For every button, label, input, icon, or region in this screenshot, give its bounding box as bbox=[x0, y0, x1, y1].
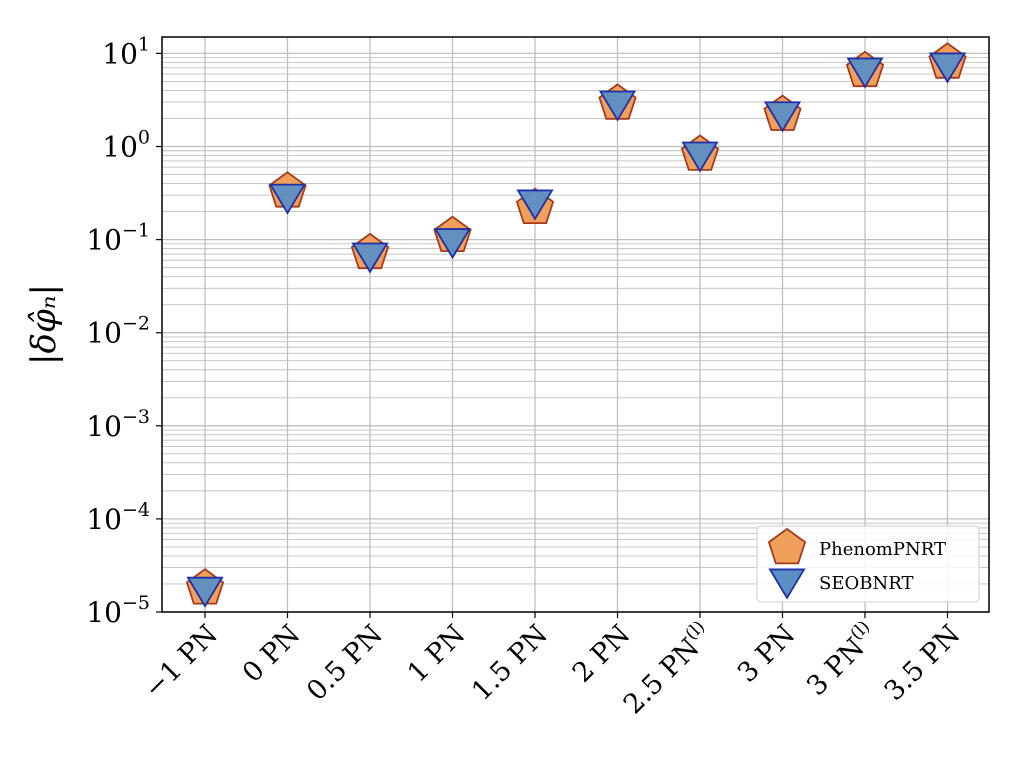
legend: PhenomPNRT SEOBNRT bbox=[756, 525, 980, 603]
legend-label-seobnrt: SEOBNRT bbox=[819, 573, 913, 594]
legend-box bbox=[756, 525, 980, 603]
x-tick-label: 2.5 PN(l) bbox=[616, 617, 719, 720]
x-tick-label: −1 PN bbox=[138, 619, 224, 705]
x-tick-label: 1.5 PN bbox=[466, 619, 554, 707]
axis-ticks: 10−5 10−4 10−3 10−2 10−1 100 101 −1 PN 0 PN0.5 P… bbox=[86, 33, 966, 720]
seobnrt-point bbox=[928, 52, 967, 84]
seobnrt-point bbox=[268, 183, 307, 215]
x-tick-text: 3 PN bbox=[732, 619, 802, 689]
legend-marker-phenompnrt bbox=[767, 527, 807, 565]
x-tick-text: 0 PN bbox=[237, 619, 307, 689]
x-tick-label: 3.5 PN bbox=[879, 619, 967, 707]
x-tick-text: 1.5 PN bbox=[466, 619, 554, 707]
x-tick-text: 2 PN bbox=[567, 619, 637, 689]
seobnrt-point bbox=[846, 57, 884, 89]
seobnrt-point bbox=[681, 141, 719, 173]
x-tick-label: 1 PN bbox=[402, 619, 472, 689]
x-tick-label: 3 PN(l) bbox=[799, 617, 884, 702]
data-marks bbox=[185, 42, 967, 608]
x-tick-text: 3.5 PN bbox=[879, 619, 967, 707]
x-tick-text: −1 PN bbox=[138, 619, 224, 705]
y-tick-label: 10−5 bbox=[86, 592, 150, 629]
y-tick-label: 100 bbox=[102, 126, 150, 163]
x-tick-text: 1 PN bbox=[402, 619, 472, 689]
y-axis-label: |δφ̂ₙ| bbox=[24, 284, 64, 365]
y-tick-label: 10−3 bbox=[86, 406, 150, 443]
seobnrt-point bbox=[763, 101, 802, 133]
legend-label-phenompnrt: PhenomPNRT bbox=[819, 539, 946, 560]
y-tick-label: 101 bbox=[102, 33, 150, 70]
x-tick-label: 2 PN bbox=[567, 619, 637, 689]
x-tick-text: 0.5 PN bbox=[301, 619, 389, 707]
x-tick-text: 2.5 PN(l) bbox=[616, 617, 719, 720]
legend-marker-seobnrt bbox=[768, 568, 806, 600]
y-tick-label: 10−4 bbox=[86, 499, 150, 536]
seobnrt-point bbox=[598, 90, 637, 122]
grid bbox=[162, 37, 989, 613]
seobnrt-point bbox=[516, 189, 554, 221]
x-tick-text: 3 PN(l) bbox=[799, 617, 884, 702]
seobnrt-point bbox=[351, 242, 389, 274]
y-tick-label: 10−2 bbox=[86, 313, 150, 350]
x-tick-label: 3 PN bbox=[732, 619, 802, 689]
axes-frame bbox=[161, 36, 990, 613]
seobnrt-point bbox=[186, 576, 224, 608]
y-tick-label: 10−1 bbox=[86, 220, 150, 257]
seobnrt-point bbox=[433, 228, 472, 260]
x-tick-label: 0 PN bbox=[237, 619, 307, 689]
x-tick-label: 0.5 PN bbox=[301, 619, 389, 707]
